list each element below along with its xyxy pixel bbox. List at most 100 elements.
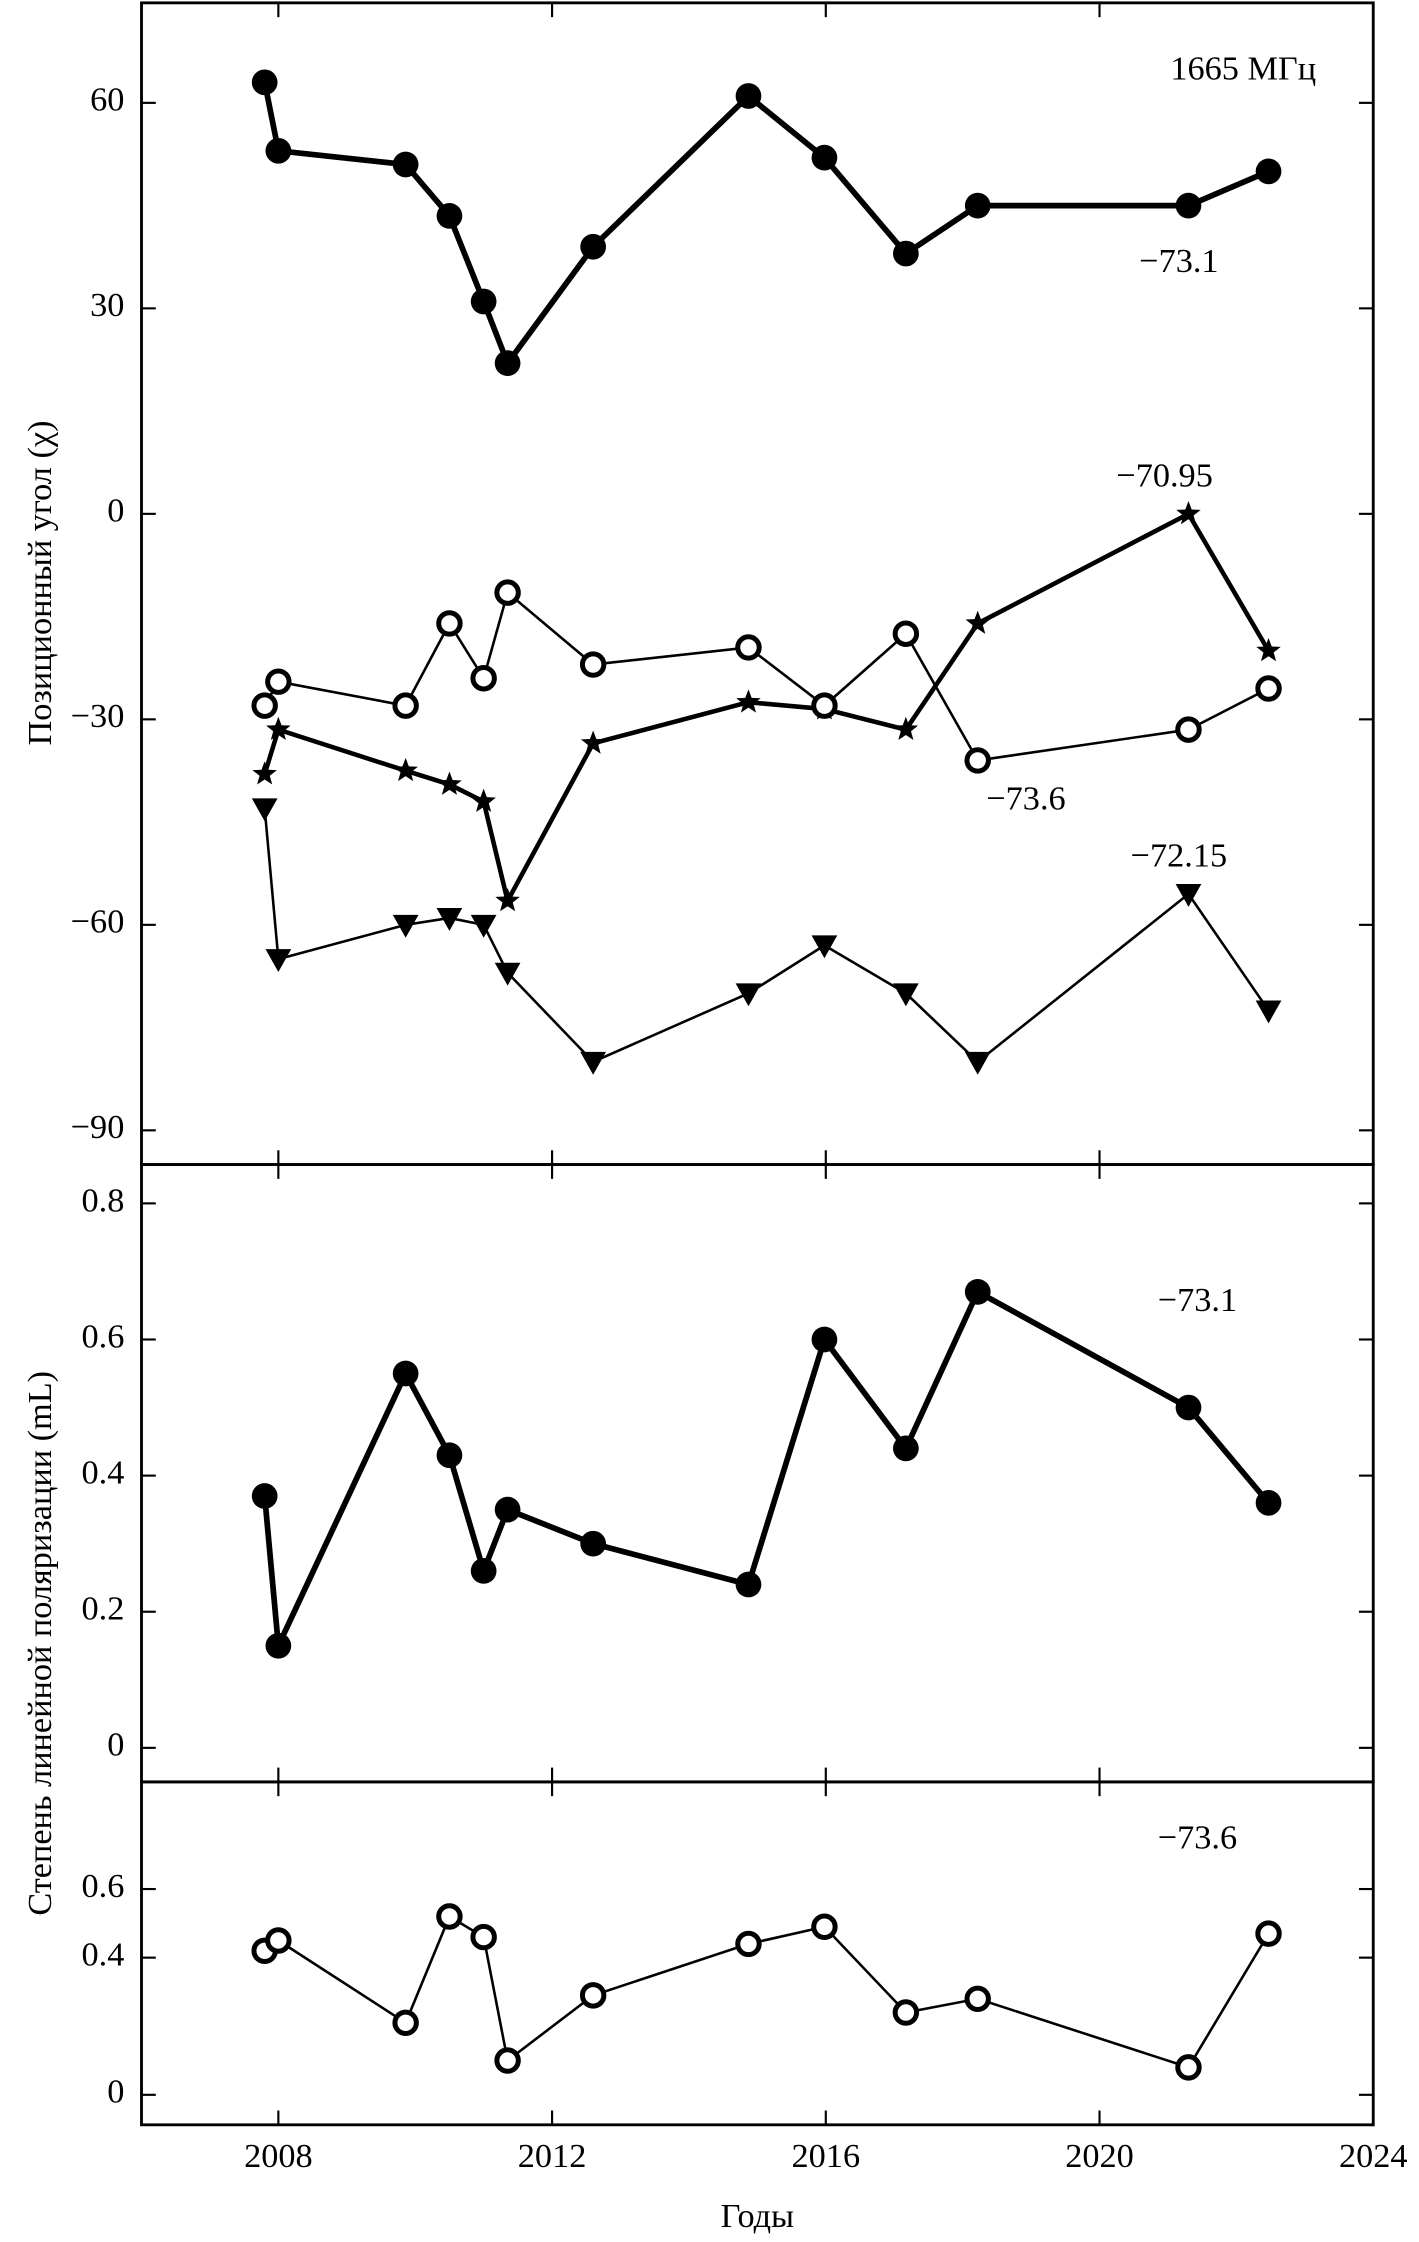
point [1175,192,1202,219]
point [1255,158,1282,185]
point [251,692,278,719]
y-tick-label: −90 [71,1108,125,1146]
x-tick-label: 2012 [518,2137,587,2175]
plot-frame [140,1163,1375,1784]
series-label: −73.6 [1158,1818,1237,1856]
x-tick-label: 2008 [244,2137,313,2175]
point [580,1530,606,1557]
x-tick-label: 2020 [1065,2137,1134,2175]
x-tick-label: 2016 [792,2137,861,2175]
point [471,788,496,812]
point [1255,1489,1282,1516]
point [437,771,462,795]
point [265,668,292,695]
point [470,665,497,692]
y-tick-label: 30 [90,286,124,324]
point [580,233,606,260]
point [392,2009,419,2037]
point [470,914,497,938]
point [735,1930,762,1958]
point [735,634,762,661]
point [265,1632,292,1659]
series-markers [251,1278,1282,1659]
y-tick-label: 0 [107,2073,124,2111]
point [436,203,463,229]
y-tick-label: 60 [90,81,124,119]
point [252,761,277,785]
point [251,1483,278,1509]
point [251,69,278,96]
y-tick-label: 0.2 [81,1590,124,1628]
series-line [261,81,1270,370]
point [495,888,520,912]
series-label: −73.1 [1158,1281,1237,1319]
point [811,144,838,171]
point [436,610,463,637]
point [1175,1394,1202,1421]
point [494,962,521,986]
point [265,949,292,972]
series-label: −70.95 [1116,457,1212,495]
series-label: −73.1 [1139,242,1218,280]
point [1256,637,1281,662]
series-label: −72.15 [1131,837,1227,875]
point [580,730,606,754]
point [392,1360,419,1387]
point [892,1999,920,2026]
point [1176,500,1201,525]
y-axis-label: Позиционный угол (χ) [21,420,59,745]
point [893,240,919,267]
point [494,1496,521,1523]
point [580,1051,606,1075]
point [470,1558,497,1584]
series-markers [251,579,1282,774]
point [893,716,919,741]
series-markers [251,1903,1282,2081]
point [1255,1920,1282,1947]
y-tick-label: 0.8 [81,1181,124,1219]
point [470,1923,497,1951]
point [1175,2054,1202,2081]
point [392,692,419,719]
point [392,914,419,938]
point [266,716,291,741]
point [964,1985,991,2013]
point [893,983,919,1007]
point [811,1326,838,1353]
point [736,689,761,713]
y-tick-label: −30 [71,697,125,735]
y-axis-label: Степень линейной поляризации (mL) [21,1371,59,1916]
series-line [263,1914,1270,2069]
series-line [263,590,1270,762]
point [1255,675,1282,702]
plot-frame [140,1780,1375,2127]
series-line [261,1287,1271,1657]
point [392,151,419,178]
x-axis-label: Годы [721,2197,794,2235]
point [265,137,292,164]
point [964,192,991,219]
point [811,1913,838,1940]
y-tick-label: 0.4 [81,1936,124,1974]
point [735,83,762,109]
point [251,798,278,822]
y-tick-label: −60 [71,903,125,941]
point [1175,884,1202,907]
point [494,2047,521,2074]
point [892,620,920,647]
annotation: 1665 МГц [1170,49,1316,87]
point [964,1051,991,1075]
point [436,907,463,931]
point [265,1927,292,1954]
y-tick-label: 0 [107,1726,124,1764]
point [811,935,838,959]
series-line [263,808,1270,1064]
point [964,1278,991,1305]
point [494,350,521,377]
y-tick-label: 0.4 [81,1453,124,1491]
point [494,579,521,606]
point [436,1903,463,1930]
point [1175,716,1202,743]
